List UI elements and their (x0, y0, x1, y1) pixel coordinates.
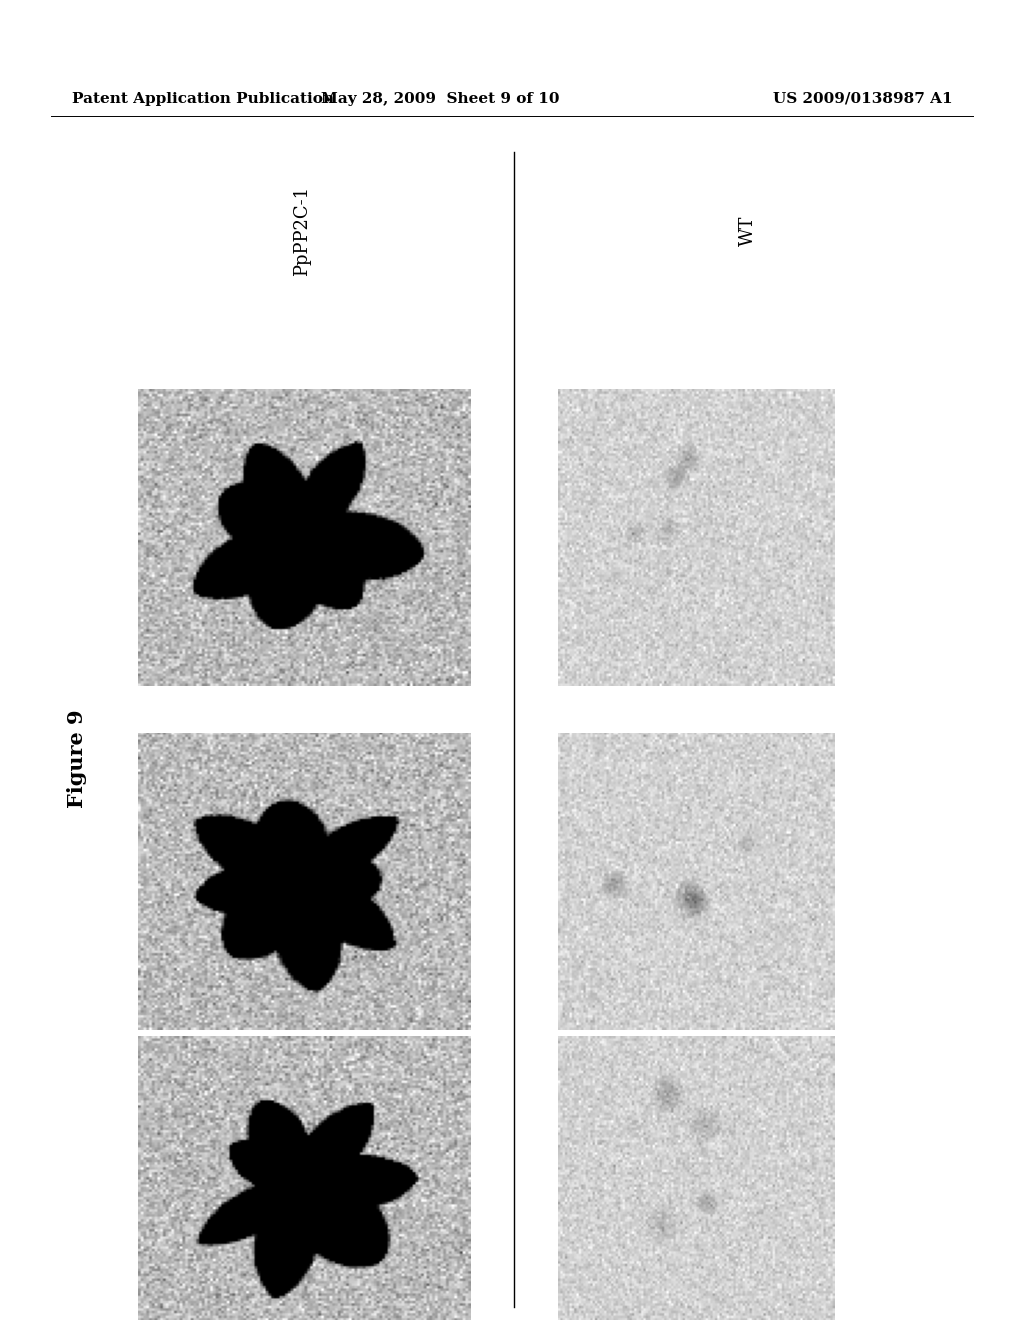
Text: May 28, 2009  Sheet 9 of 10: May 28, 2009 Sheet 9 of 10 (322, 92, 559, 106)
Text: US 2009/0138987 A1: US 2009/0138987 A1 (773, 92, 952, 106)
Text: WT: WT (738, 215, 757, 247)
Text: Figure 9: Figure 9 (67, 710, 87, 808)
Text: PpPP2C-1: PpPP2C-1 (293, 186, 311, 276)
Text: Patent Application Publication: Patent Application Publication (72, 92, 334, 106)
